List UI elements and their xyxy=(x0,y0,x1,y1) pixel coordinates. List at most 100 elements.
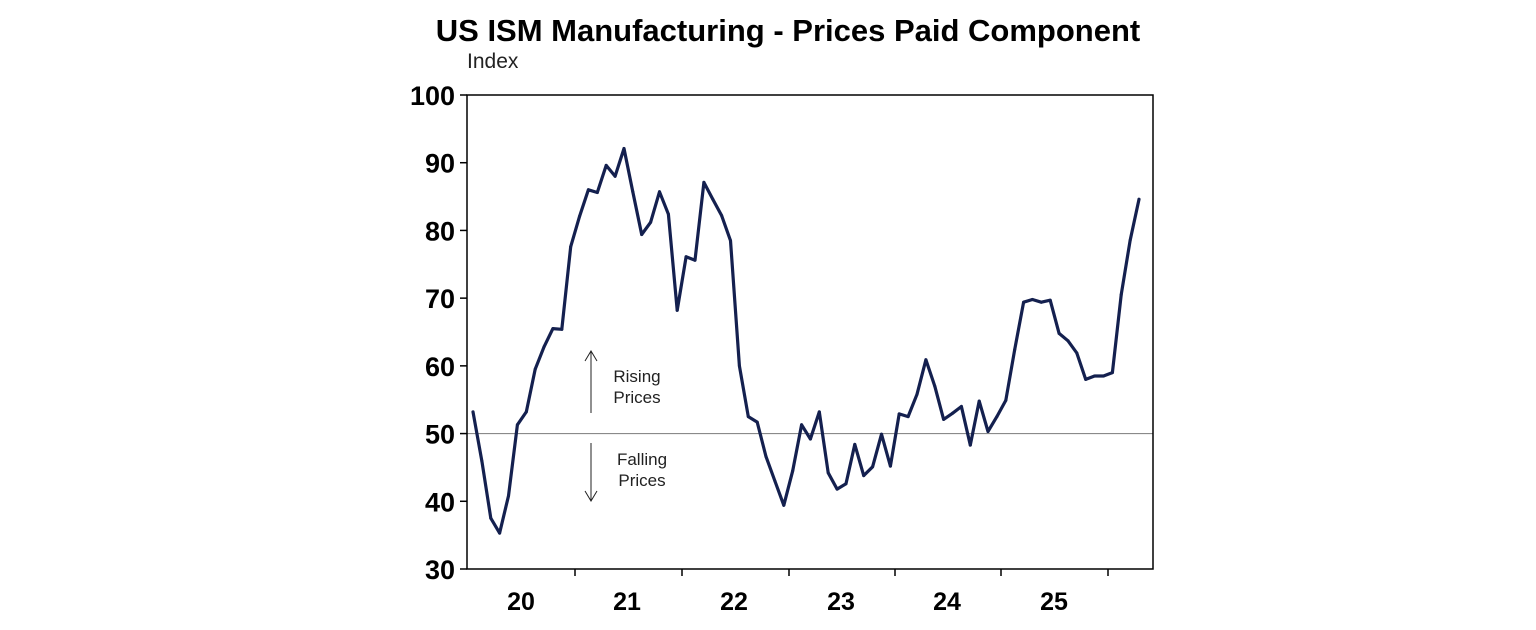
data-point xyxy=(924,358,928,362)
data-point xyxy=(862,474,866,478)
data-point xyxy=(604,163,608,167)
data-point xyxy=(684,255,688,259)
data-point xyxy=(888,464,892,468)
data-point xyxy=(791,469,795,473)
data-point xyxy=(1093,374,1097,378)
falling-annotation: Falling Prices xyxy=(584,443,667,502)
data-point xyxy=(1039,300,1043,304)
rising-label-line2: Prices xyxy=(613,388,660,407)
data-point xyxy=(977,399,981,403)
data-point xyxy=(586,188,590,192)
data-point xyxy=(1102,374,1105,378)
data-point xyxy=(693,258,697,262)
data-point xyxy=(968,443,972,447)
x-tick-label: 21 xyxy=(613,588,641,616)
x-tick-label: 22 xyxy=(720,588,748,616)
data-point xyxy=(471,410,475,414)
data-point xyxy=(1137,197,1141,201)
falling-arrow-head xyxy=(584,490,598,502)
data-point xyxy=(773,479,777,483)
data-point xyxy=(658,190,661,194)
series-layer xyxy=(471,146,1141,535)
falling-label-line1: Falling xyxy=(617,450,667,469)
data-point xyxy=(871,465,875,469)
data-point xyxy=(986,430,990,433)
rising-label-line1: Rising xyxy=(613,367,660,386)
data-point xyxy=(560,327,564,331)
data-point xyxy=(906,415,910,419)
data-point xyxy=(729,239,732,243)
x-tick-label: 25 xyxy=(1040,588,1068,616)
data-point xyxy=(942,417,946,421)
data-point xyxy=(1066,339,1070,343)
data-point xyxy=(1004,398,1008,402)
data-point xyxy=(1110,371,1114,375)
y-tick-label: 50 xyxy=(425,420,455,450)
chart-title: US ISM Manufacturing - Prices Paid Compo… xyxy=(436,13,1140,48)
rising-annotation: Rising Prices xyxy=(584,350,661,413)
x-tick-label: 20 xyxy=(507,588,535,616)
data-point xyxy=(844,482,848,486)
data-point xyxy=(880,432,883,436)
data-point xyxy=(782,503,786,507)
data-point xyxy=(915,392,919,396)
data-point xyxy=(826,471,830,475)
data-point xyxy=(933,384,937,388)
data-point xyxy=(808,437,812,441)
data-point xyxy=(959,405,963,408)
data-point xyxy=(755,420,759,424)
prices-paid-series-line xyxy=(471,146,1141,535)
data-point xyxy=(622,147,626,150)
y-tick-label: 70 xyxy=(425,284,455,314)
data-point xyxy=(631,190,635,194)
data-point xyxy=(720,214,724,217)
data-point xyxy=(675,308,679,312)
data-point xyxy=(1128,239,1132,243)
data-point xyxy=(1048,298,1052,302)
y-axis-label: Index xyxy=(467,50,519,73)
rising-arrow-head xyxy=(584,350,598,362)
data-point xyxy=(569,245,573,249)
plot-area-frame xyxy=(466,94,1154,570)
y-tick-label: 60 xyxy=(425,352,455,382)
data-point xyxy=(951,411,954,415)
data-point xyxy=(853,442,857,446)
data-point xyxy=(551,327,555,331)
data-point xyxy=(666,212,670,216)
data-point xyxy=(1013,348,1017,352)
y-tick-label: 90 xyxy=(425,149,455,179)
data-point xyxy=(542,345,546,349)
x-tick-label: 23 xyxy=(827,588,855,616)
data-point xyxy=(613,174,617,178)
data-point xyxy=(1057,331,1061,335)
data-point xyxy=(649,220,653,224)
data-point xyxy=(800,423,804,427)
data-point xyxy=(737,364,741,368)
data-point xyxy=(533,367,537,371)
data-point xyxy=(524,410,528,414)
data-point xyxy=(1030,298,1034,301)
data-point xyxy=(995,415,999,419)
y-tick-label: 30 xyxy=(425,555,455,585)
y-tick-label: 40 xyxy=(425,487,455,517)
data-point xyxy=(1075,351,1079,355)
y-tick-label: 80 xyxy=(425,216,455,246)
data-point xyxy=(711,197,715,201)
data-point xyxy=(897,412,901,416)
x-tick-label: 24 xyxy=(933,588,961,616)
falling-label-line2: Prices xyxy=(618,471,665,490)
data-point xyxy=(489,516,493,520)
data-point xyxy=(595,191,599,194)
data-point xyxy=(640,233,644,236)
x-axis-ticks: 20 21 22 23 24 25 xyxy=(507,569,1109,616)
data-point xyxy=(764,455,768,459)
data-point xyxy=(746,415,750,419)
data-point xyxy=(578,214,582,218)
data-point xyxy=(515,423,519,427)
y-axis-ticks: 30 40 50 60 70 80 90 100 xyxy=(410,81,467,585)
y-tick-label: 100 xyxy=(410,81,455,111)
data-point xyxy=(835,487,839,491)
data-point xyxy=(1084,377,1088,381)
data-point xyxy=(1119,293,1123,297)
